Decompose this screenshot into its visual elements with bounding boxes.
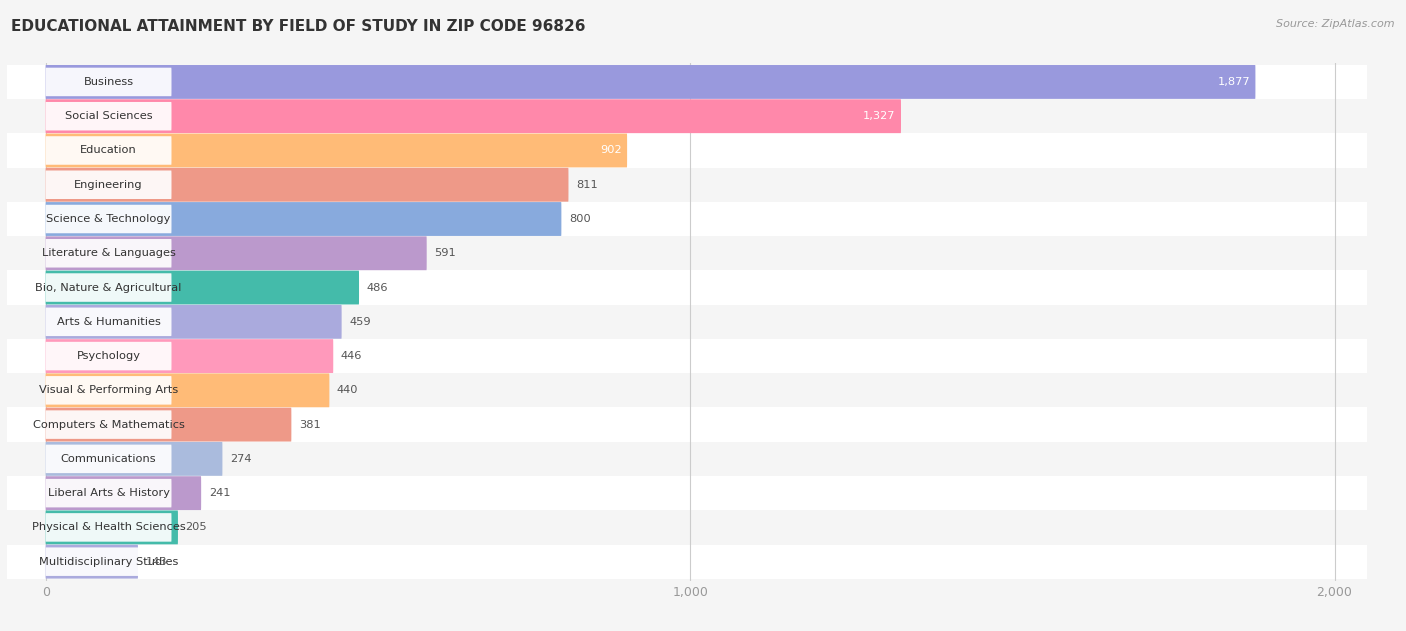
FancyBboxPatch shape (45, 271, 359, 305)
FancyBboxPatch shape (7, 65, 1367, 99)
FancyBboxPatch shape (45, 510, 179, 545)
FancyBboxPatch shape (45, 239, 172, 268)
FancyBboxPatch shape (7, 545, 1367, 579)
Text: EDUCATIONAL ATTAINMENT BY FIELD OF STUDY IN ZIP CODE 96826: EDUCATIONAL ATTAINMENT BY FIELD OF STUDY… (11, 19, 586, 34)
FancyBboxPatch shape (45, 545, 138, 579)
FancyBboxPatch shape (45, 548, 172, 576)
Text: 800: 800 (569, 214, 591, 224)
Text: 143: 143 (146, 557, 167, 567)
FancyBboxPatch shape (7, 202, 1367, 236)
FancyBboxPatch shape (7, 442, 1367, 476)
Text: 1,327: 1,327 (863, 111, 896, 121)
FancyBboxPatch shape (45, 339, 333, 373)
FancyBboxPatch shape (7, 339, 1367, 373)
Text: Physical & Health Sciences: Physical & Health Sciences (32, 522, 186, 533)
FancyBboxPatch shape (45, 168, 568, 202)
FancyBboxPatch shape (45, 376, 172, 404)
Text: 591: 591 (434, 248, 456, 258)
FancyBboxPatch shape (7, 168, 1367, 202)
FancyBboxPatch shape (45, 408, 291, 442)
Text: 1,877: 1,877 (1218, 77, 1250, 87)
Text: Business: Business (83, 77, 134, 87)
Text: Social Sciences: Social Sciences (65, 111, 152, 121)
Text: Literature & Languages: Literature & Languages (42, 248, 176, 258)
FancyBboxPatch shape (7, 373, 1367, 408)
FancyBboxPatch shape (45, 204, 172, 233)
FancyBboxPatch shape (45, 442, 222, 476)
FancyBboxPatch shape (45, 136, 172, 165)
Text: Multidisciplinary Studies: Multidisciplinary Studies (39, 557, 179, 567)
FancyBboxPatch shape (7, 305, 1367, 339)
FancyBboxPatch shape (7, 510, 1367, 545)
FancyBboxPatch shape (45, 237, 426, 270)
FancyBboxPatch shape (45, 65, 1256, 99)
Text: Science & Technology: Science & Technology (46, 214, 170, 224)
FancyBboxPatch shape (45, 68, 172, 96)
Text: 381: 381 (299, 420, 321, 430)
FancyBboxPatch shape (45, 202, 561, 236)
FancyBboxPatch shape (45, 410, 172, 439)
Text: Arts & Humanities: Arts & Humanities (56, 317, 160, 327)
FancyBboxPatch shape (45, 273, 172, 302)
Text: Education: Education (80, 146, 136, 155)
Text: Bio, Nature & Agricultural: Bio, Nature & Agricultural (35, 283, 181, 293)
FancyBboxPatch shape (45, 102, 172, 131)
FancyBboxPatch shape (7, 271, 1367, 305)
Text: 486: 486 (367, 283, 388, 293)
FancyBboxPatch shape (45, 513, 172, 541)
Text: 446: 446 (340, 351, 363, 361)
Text: Source: ZipAtlas.com: Source: ZipAtlas.com (1277, 19, 1395, 29)
Text: Psychology: Psychology (76, 351, 141, 361)
FancyBboxPatch shape (7, 476, 1367, 510)
Text: 811: 811 (576, 180, 598, 190)
Text: 205: 205 (186, 522, 207, 533)
Text: 440: 440 (337, 386, 359, 396)
FancyBboxPatch shape (45, 305, 342, 339)
FancyBboxPatch shape (45, 479, 172, 507)
Text: 459: 459 (349, 317, 371, 327)
FancyBboxPatch shape (45, 170, 172, 199)
Text: Communications: Communications (60, 454, 156, 464)
FancyBboxPatch shape (45, 374, 329, 407)
Text: Liberal Arts & History: Liberal Arts & History (48, 488, 170, 498)
FancyBboxPatch shape (7, 99, 1367, 133)
Text: 902: 902 (600, 146, 621, 155)
FancyBboxPatch shape (7, 408, 1367, 442)
FancyBboxPatch shape (45, 134, 627, 167)
FancyBboxPatch shape (45, 342, 172, 370)
FancyBboxPatch shape (7, 133, 1367, 168)
Text: Visual & Performing Arts: Visual & Performing Arts (39, 386, 179, 396)
Text: Engineering: Engineering (75, 180, 143, 190)
Text: Computers & Mathematics: Computers & Mathematics (32, 420, 184, 430)
FancyBboxPatch shape (45, 307, 172, 336)
Text: 241: 241 (208, 488, 231, 498)
Text: 274: 274 (231, 454, 252, 464)
FancyBboxPatch shape (45, 476, 201, 510)
FancyBboxPatch shape (45, 99, 901, 133)
FancyBboxPatch shape (45, 445, 172, 473)
FancyBboxPatch shape (7, 236, 1367, 271)
